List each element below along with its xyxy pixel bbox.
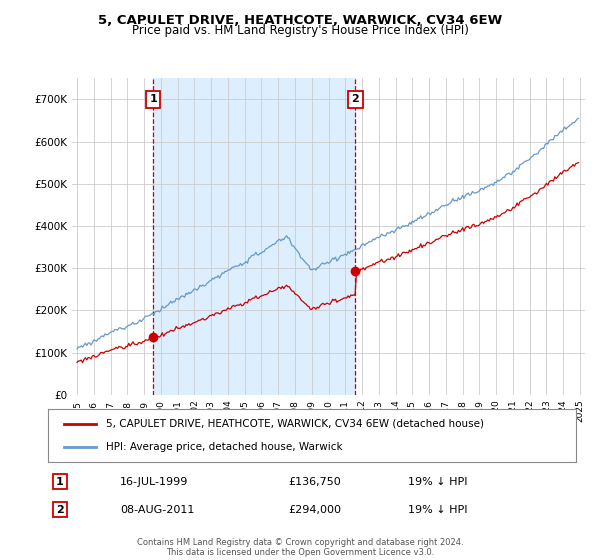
Text: Price paid vs. HM Land Registry's House Price Index (HPI): Price paid vs. HM Land Registry's House … [131,24,469,37]
Text: 16-JUL-1999: 16-JUL-1999 [120,477,188,487]
Text: 2: 2 [56,505,64,515]
Text: Contains HM Land Registry data © Crown copyright and database right 2024.
This d: Contains HM Land Registry data © Crown c… [137,538,463,557]
Text: HPI: Average price, detached house, Warwick: HPI: Average price, detached house, Warw… [106,442,343,452]
Text: 5, CAPULET DRIVE, HEATHCOTE, WARWICK, CV34 6EW: 5, CAPULET DRIVE, HEATHCOTE, WARWICK, CV… [98,14,502,27]
Bar [153,78,355,395]
Text: 1: 1 [149,95,157,105]
Text: 1: 1 [56,477,64,487]
Text: 5, CAPULET DRIVE, HEATHCOTE, WARWICK, CV34 6EW (detached house): 5, CAPULET DRIVE, HEATHCOTE, WARWICK, CV… [106,419,484,429]
Text: £136,750: £136,750 [288,477,341,487]
Text: 19% ↓ HPI: 19% ↓ HPI [408,477,467,487]
Text: 08-AUG-2011: 08-AUG-2011 [120,505,194,515]
Text: £294,000: £294,000 [288,505,341,515]
Text: 19% ↓ HPI: 19% ↓ HPI [408,505,467,515]
Text: 2: 2 [352,95,359,105]
